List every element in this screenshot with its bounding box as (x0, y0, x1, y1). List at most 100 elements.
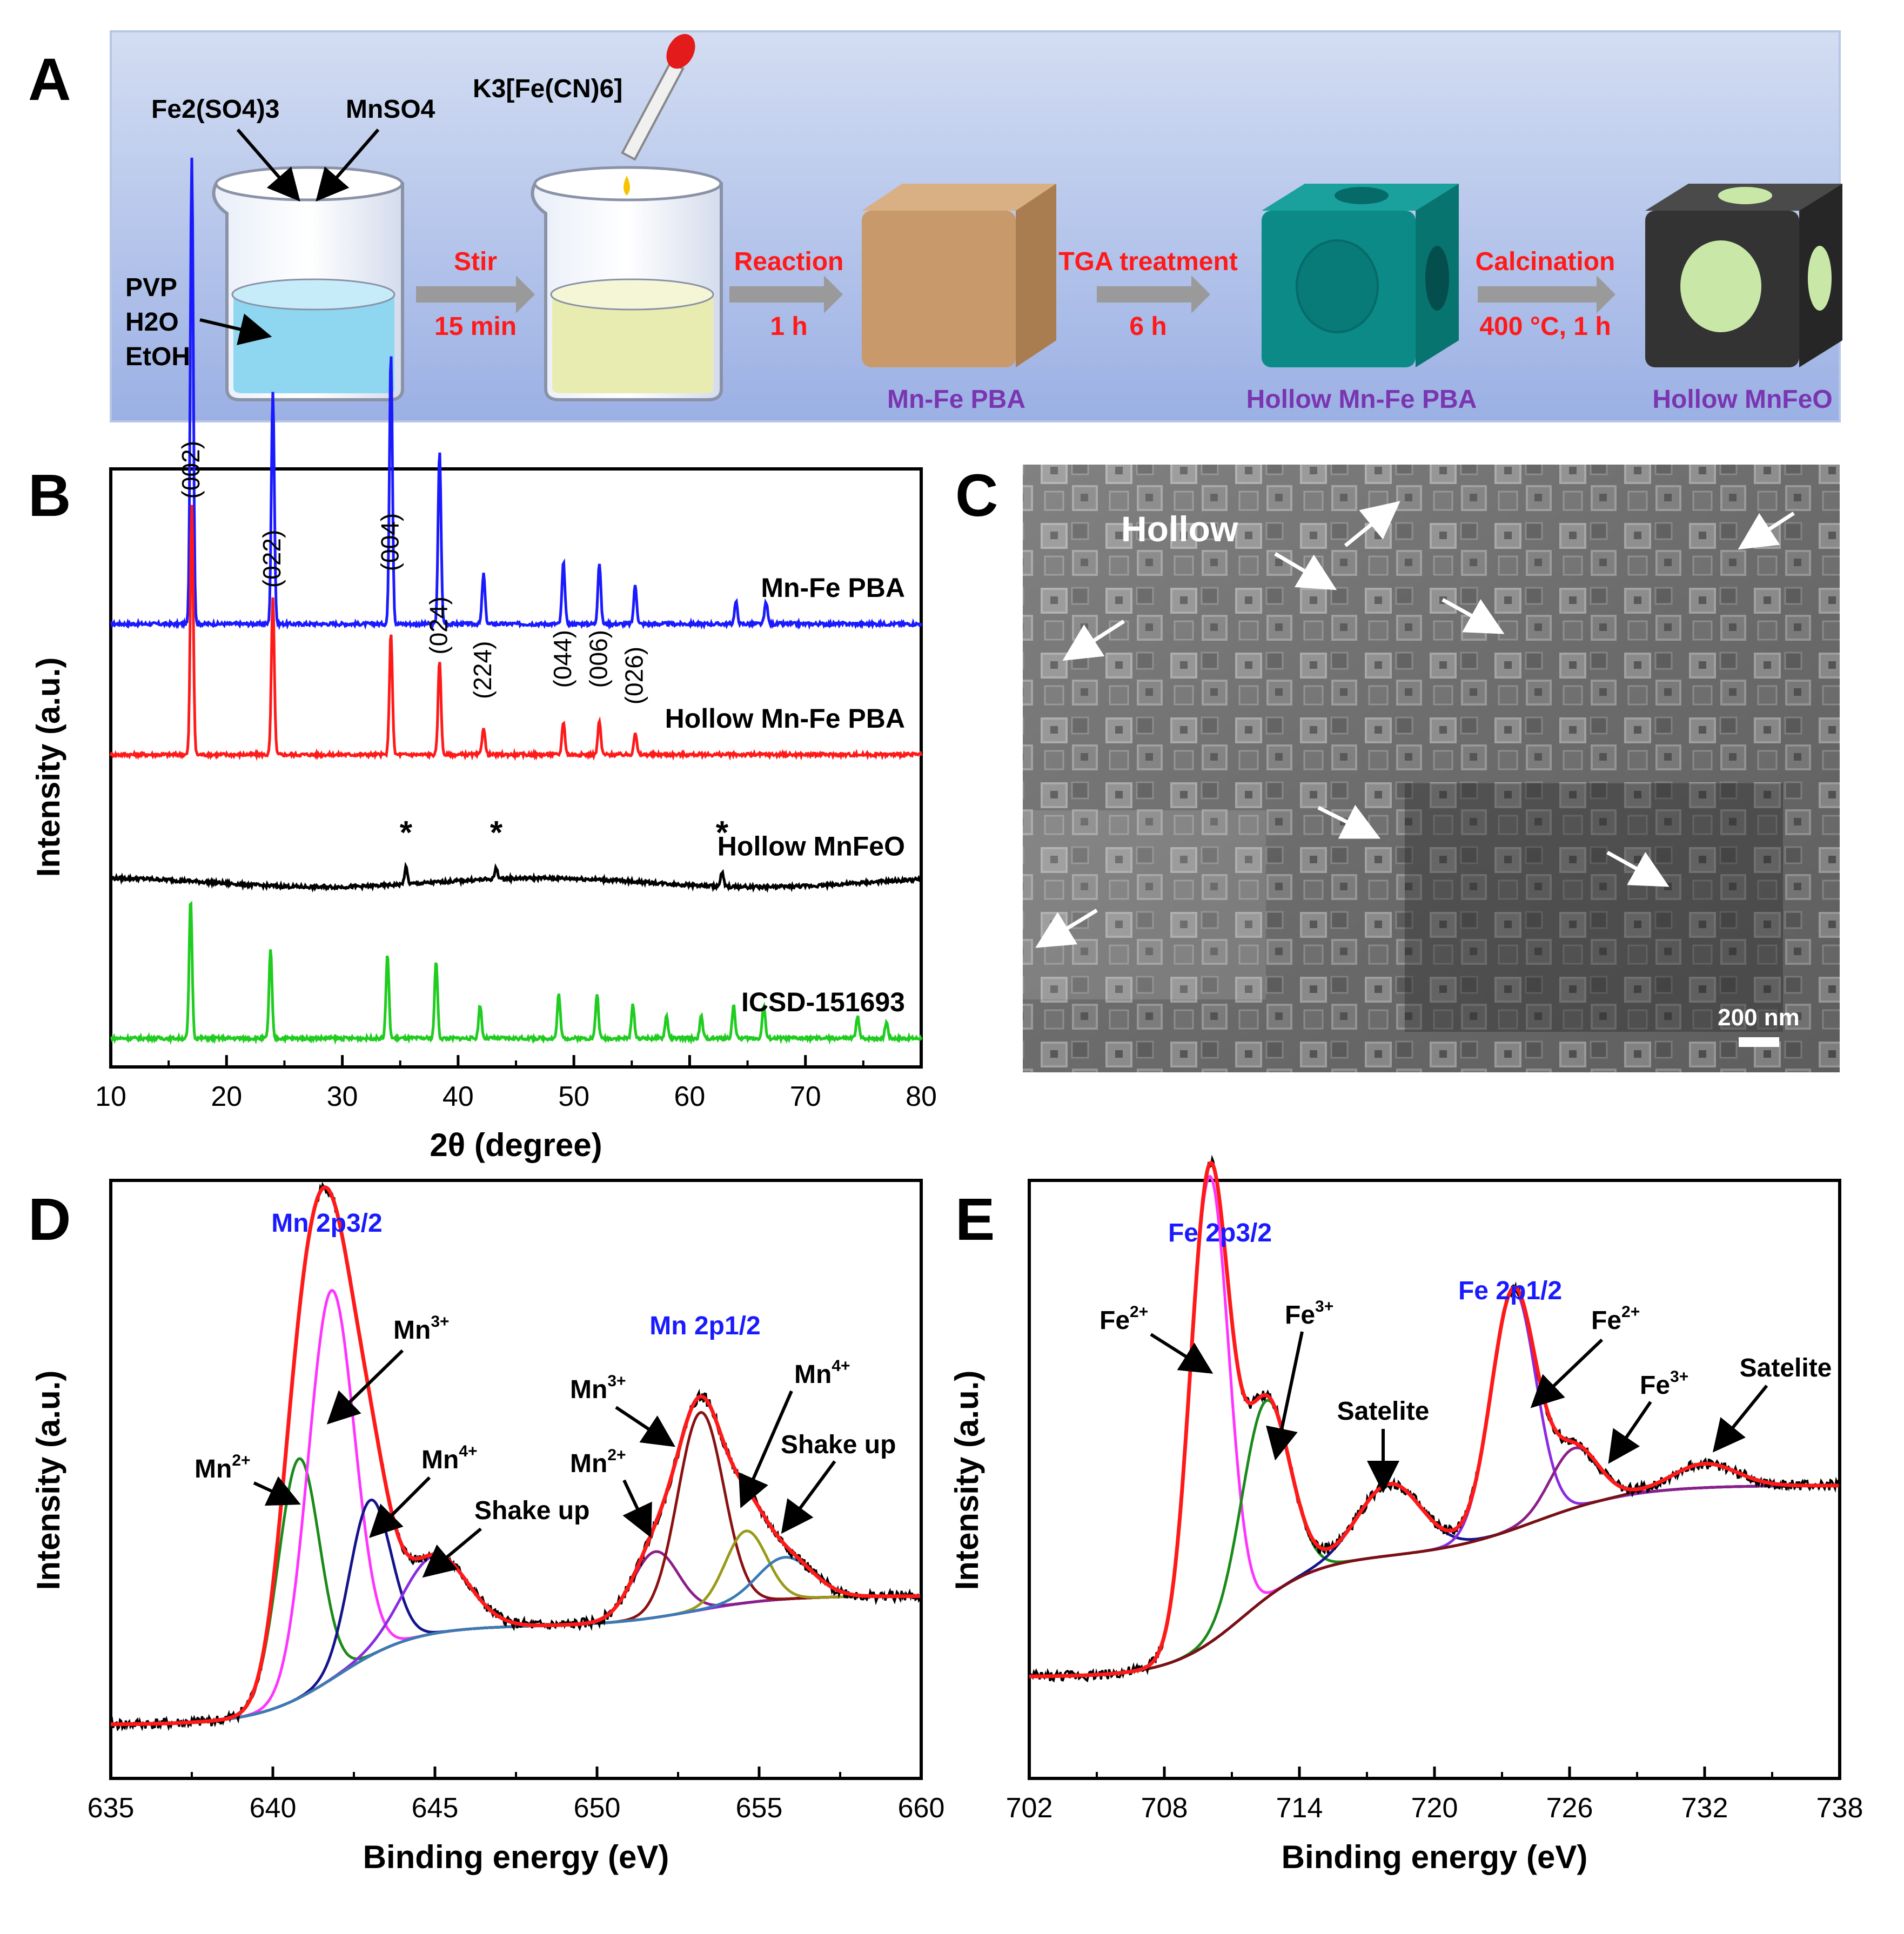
e-label-fe2-a: Fe2+ (1100, 1303, 1148, 1335)
d-pointer-mn4-a (369, 1476, 431, 1538)
cube-hollow-mn-fe-pba (1262, 184, 1459, 367)
b-tick-label-80: 80 (906, 1081, 937, 1112)
b-series-2 (109, 861, 922, 893)
step-4-bottom: 400 °C, 1 h (1479, 312, 1611, 341)
d-title-2p12: Mn 2p1/2 (649, 1312, 760, 1340)
e-title-2p12: Fe 2p1/2 (1458, 1277, 1562, 1305)
d-pointer-mn2-a (253, 1476, 301, 1506)
e-x-label: Binding energy (eV) (1282, 1839, 1588, 1875)
b-x-label: 2θ (degree) (430, 1127, 602, 1163)
b-series-label-2: Hollow MnFeO (718, 831, 905, 862)
d-frame (109, 1179, 923, 1780)
sem-arrow-5 (1062, 620, 1125, 661)
step-arrow-2 (729, 276, 843, 313)
e-pointer-sat-b (1712, 1385, 1768, 1453)
b-peak-label-2: (004) (376, 513, 404, 571)
b-x-axis: 10 20 30 40 50 60 70 80 (95, 1055, 937, 1112)
b-peak-label-5: (044) (548, 630, 576, 688)
panel-a-scheme: A Fe2(SO4)3 MnSO4 PVP H2O EtOH Stir 15 m… (28, 30, 1842, 422)
e-fit-envelope (1029, 1160, 1839, 1678)
e-plot-area (1028, 1154, 1840, 1683)
e-raw-data (1028, 1154, 1840, 1683)
d-fit-envelope (111, 1185, 920, 1727)
step-arrow-1 (416, 276, 535, 313)
sem-arrow-1 (1274, 552, 1337, 590)
e-tick-label-702: 702 (1006, 1792, 1053, 1824)
step-1-top: Stir (454, 247, 497, 276)
d-label-mn4-a: Mn4+ (421, 1442, 478, 1474)
d-x-axis: 635 640 645 650 655 660 (88, 1767, 945, 1824)
cube-mn-fe-pba (862, 184, 1056, 367)
panel-letter-d: D (28, 1186, 71, 1253)
panel-b-xrd: B Mn-Fe PBA Hollow Mn-Fe PBA Hollow MnFeO I… (28, 157, 937, 1163)
b-series-0 (110, 157, 923, 630)
d-component-3 (111, 1554, 920, 1726)
d-pointer-mn3-b (615, 1406, 675, 1447)
e-component-2 (1029, 1482, 1839, 1678)
product-mn-fe-pba: Mn-Fe PBA (887, 385, 1025, 414)
d-tick-label-655: 655 (736, 1792, 783, 1824)
b-tick-label-70: 70 (790, 1081, 821, 1112)
d-component-4 (111, 1550, 920, 1726)
b-tick-label-30: 30 (327, 1081, 358, 1112)
step-4-top: Calcination (1476, 247, 1615, 276)
b-peak-label-6: (006) (584, 630, 612, 688)
d-y-label: Intensity (a.u.) (30, 1371, 66, 1590)
d-pointer-shake-b (781, 1460, 836, 1534)
b-peak-label-0: (002) (177, 441, 205, 499)
d-x-label: Binding energy (eV) (363, 1839, 669, 1875)
solvent-etoh: EtOH (125, 343, 190, 371)
e-pointer-fe2-a (1150, 1333, 1214, 1374)
step-2-bottom: 1 h (770, 312, 807, 341)
sem-arrow-2 (1344, 501, 1400, 547)
panel-letter-c: C (955, 462, 998, 529)
e-pointer-fe3-b (1608, 1401, 1652, 1464)
beaker-1 (212, 166, 404, 401)
d-tick-label-640: 640 (250, 1792, 297, 1824)
b-series-3 (110, 901, 923, 1045)
d-plot-area (110, 1181, 921, 1731)
b-star-0: * (400, 815, 413, 851)
sem-arrow-7 (1606, 850, 1670, 887)
d-tick-label-645: 645 (412, 1792, 459, 1824)
d-label-mn3-b: Mn3+ (570, 1372, 626, 1404)
b-plot-area: Mn-Fe PBA Hollow Mn-Fe PBA Hollow MnFeO ICS… (109, 157, 923, 1045)
b-tick-label-50: 50 (558, 1081, 589, 1112)
reagent-k3fecn6: K3[Fe(CN)6] (473, 75, 622, 103)
d-pointer-mn4-b (738, 1390, 793, 1509)
b-series-label-1: Hollow Mn-Fe PBA (665, 703, 905, 734)
step-1-bottom: 15 min (434, 312, 517, 341)
sem-arrow-8 (1035, 909, 1098, 948)
sem-arrow-3 (1738, 512, 1795, 550)
step-2-top: Reaction (734, 247, 844, 276)
d-label-mn2-b: Mn2+ (570, 1446, 626, 1478)
d-label-shake-a: Shake up (474, 1496, 589, 1525)
step-3-bottom: 6 h (1129, 312, 1166, 341)
e-component-5 (1029, 1462, 1839, 1678)
e-tick-label-732: 732 (1681, 1792, 1728, 1824)
pointer-fe2so43 (236, 129, 300, 202)
e-label-fe2-b: Fe2+ (1591, 1303, 1640, 1335)
step-arrow-4 (1478, 276, 1615, 313)
sem-image (1023, 465, 1840, 1072)
b-peak-label-7: (026) (620, 647, 648, 704)
b-series-1 (109, 505, 923, 761)
sem-arrow-6 (1317, 804, 1381, 839)
e-frame (1028, 1179, 1841, 1780)
panel-e-xps-fe: E 702 708 714 720 726 732 738 Binding energy (… (949, 1154, 1863, 1875)
b-tick-label-40: 40 (443, 1081, 474, 1112)
e-label-sat-a: Satelite (1337, 1397, 1430, 1426)
e-component-4 (1029, 1446, 1839, 1678)
b-frame (109, 467, 923, 1069)
sem-scale-label: 200 nm (1718, 1004, 1800, 1031)
b-peak-label-4: (224) (468, 641, 497, 699)
b-y-label: Intensity (a.u.) (30, 657, 66, 877)
e-y-label: Intensity (a.u.) (949, 1371, 985, 1590)
e-label-fe3-a: Fe3+ (1285, 1298, 1333, 1329)
d-label-mn2-a: Mn2+ (195, 1452, 251, 1483)
reagent-mnso4: MnSO4 (346, 95, 435, 124)
e-label-fe3-b: Fe3+ (1640, 1368, 1688, 1400)
e-tick-label-708: 708 (1141, 1792, 1188, 1824)
d-tick-label-660: 660 (898, 1792, 945, 1824)
panel-c-sem: C Hollow 200 nm (955, 462, 1840, 1072)
